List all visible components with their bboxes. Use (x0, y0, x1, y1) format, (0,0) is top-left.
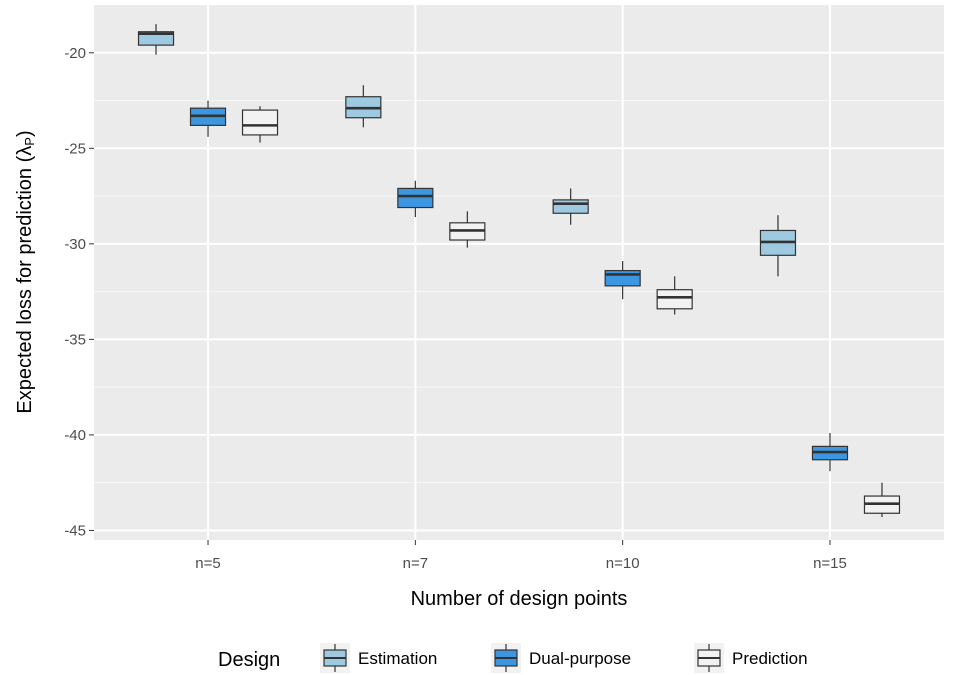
legend-item-dual-purpose: Dual-purpose (491, 643, 631, 673)
box-body (241, 109, 279, 136)
box-body (656, 289, 693, 310)
box-dual-purpose-n=5 (189, 100, 227, 137)
box-prediction-n=10 (656, 276, 693, 315)
y-axis-title-close: ) (14, 130, 36, 137)
legend-label: Prediction (732, 649, 808, 668)
box-estimation-n=5 (137, 24, 175, 55)
box-estimation-n=10 (552, 188, 589, 225)
legend-item-estimation: Estimation (320, 643, 437, 673)
x-axis-title: Number of design points (411, 588, 628, 610)
y-axis-ticks: -20 -25 -30 -35 -40 -45 (64, 45, 94, 539)
x-axis-ticks: n=5 n=7 n=10 n=15 (195, 540, 847, 572)
legend: Design Estimation Dual-purpose Prediction (218, 643, 808, 673)
legend-label: Estimation (358, 649, 437, 668)
box-body (137, 31, 175, 46)
box-dual-purpose-n=7 (397, 180, 434, 218)
x-tick-label: n=15 (813, 555, 847, 572)
boxes (137, 24, 901, 518)
x-tick-label: n=5 (195, 555, 220, 572)
y-tick-label: -20 (64, 45, 86, 62)
y-tick-label: -45 (64, 522, 86, 539)
legend-title: Design (218, 649, 280, 671)
y-tick-label: -40 (64, 427, 86, 444)
box-dual-purpose-n=15 (811, 433, 849, 472)
box-body (552, 199, 589, 214)
legend-item-prediction: Prediction (694, 643, 808, 673)
box-dual-purpose-n=10 (604, 261, 641, 300)
y-tick-label: -30 (64, 236, 86, 253)
box-prediction-n=15 (863, 482, 901, 518)
box-prediction-n=5 (241, 106, 279, 143)
box-prediction-n=7 (449, 211, 486, 248)
legend-label: Dual-purpose (529, 649, 631, 668)
box-body (397, 187, 434, 209)
y-tick-label: -25 (64, 140, 86, 157)
box-estimation-n=7 (345, 85, 382, 128)
y-axis-title-main: Expected loss for prediction (λ (14, 146, 36, 414)
x-tick-label: n=10 (606, 555, 640, 572)
x-tick-label: n=7 (403, 555, 428, 572)
grid-minor (94, 100, 944, 484)
y-axis-title-subscript: P (22, 137, 37, 146)
y-axis-title: Expected loss for prediction (λP) (14, 130, 37, 413)
panel-background (94, 5, 944, 540)
box-body (604, 269, 641, 287)
box-estimation-n=15 (759, 215, 797, 277)
y-tick-label: -35 (64, 331, 86, 348)
